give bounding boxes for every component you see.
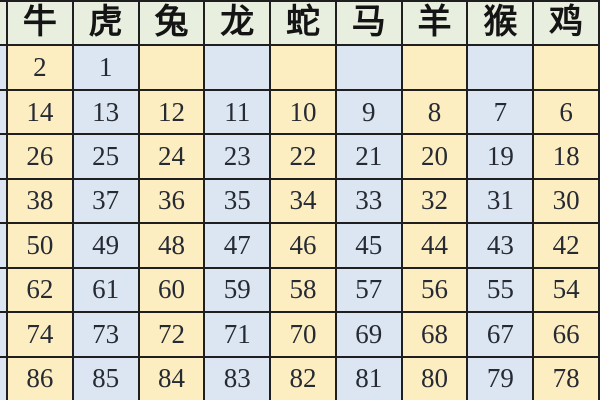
table-cell-goat-row8: 80 <box>402 357 467 400</box>
table-cell-snake-row1 <box>271 46 335 89</box>
column-header-dragon: 龙 <box>205 2 270 45</box>
cutoff-cell <box>0 135 6 178</box>
table-cell-ox-row4: 38 <box>8 179 72 223</box>
table-cell-goat-row4: 32 <box>402 179 467 223</box>
table-cell-ox-row7: 74 <box>8 313 72 356</box>
table-cell-goat-row2: 8 <box>402 90 467 134</box>
cutoff-cell <box>0 268 6 312</box>
table-cell-horse-row4: 33 <box>336 179 401 223</box>
table-cell-tiger-row1: 1 <box>73 46 138 89</box>
cutoff-cell <box>0 46 6 89</box>
table-cell-dragon-row6: 59 <box>205 268 270 312</box>
table-cell-rooster-row3: 18 <box>534 135 598 178</box>
table-cell-monkey-row5: 43 <box>468 224 533 267</box>
table-cell-goat-row7: 68 <box>402 313 467 356</box>
table-cell-snake-row8: 82 <box>271 357 335 400</box>
table-cell-snake-row5: 46 <box>271 224 335 267</box>
table-cell-horse-row6: 57 <box>336 268 401 312</box>
table-cell-snake-row4: 34 <box>271 179 335 223</box>
table-cell-snake-row7: 70 <box>271 313 335 356</box>
table-cell-monkey-row4: 31 <box>468 179 533 223</box>
table-cell-rooster-row1 <box>534 46 598 89</box>
table-cell-rooster-row5: 42 <box>534 224 598 267</box>
column-header-snake: 蛇 <box>271 2 335 45</box>
table-cell-monkey-row8: 79 <box>468 357 533 400</box>
table-cell-rabbit-row8: 84 <box>139 357 204 400</box>
table-cell-dragon-row1 <box>205 46 270 89</box>
table-cell-rooster-row8: 78 <box>534 357 598 400</box>
table-cell-tiger-row4: 37 <box>73 179 138 223</box>
column-header-monkey: 猴 <box>468 2 533 45</box>
table-cell-tiger-row6: 61 <box>73 268 138 312</box>
cutoff-cell <box>0 90 6 134</box>
table-cell-rabbit-row3: 24 <box>139 135 204 178</box>
table-cell-goat-row6: 56 <box>402 268 467 312</box>
column-header-tiger: 虎 <box>73 2 138 45</box>
column-header-horse: 马 <box>336 2 401 45</box>
table-cell-dragon-row8: 83 <box>205 357 270 400</box>
table-cell-rabbit-row4: 36 <box>139 179 204 223</box>
column-header-goat: 羊 <box>402 2 467 45</box>
table-cell-tiger-row5: 49 <box>73 224 138 267</box>
table-cell-rooster-row6: 54 <box>534 268 598 312</box>
table-cell-ox-row3: 26 <box>8 135 72 178</box>
column-header-rabbit: 兔 <box>139 2 204 45</box>
table-cell-rabbit-row2: 12 <box>139 90 204 134</box>
table-cell-rooster-row2: 6 <box>534 90 598 134</box>
table-cell-tiger-row2: 13 <box>73 90 138 134</box>
table-cell-dragon-row3: 23 <box>205 135 270 178</box>
table-cell-ox-row5: 50 <box>8 224 72 267</box>
table-cell-dragon-row2: 11 <box>205 90 270 134</box>
cutoff-cell <box>0 179 6 223</box>
cutoff-cell <box>0 313 6 356</box>
table-cell-tiger-row3: 25 <box>73 135 138 178</box>
table-cell-snake-row2: 10 <box>271 90 335 134</box>
table-cell-monkey-row1 <box>468 46 533 89</box>
table-cell-monkey-row3: 19 <box>468 135 533 178</box>
table-cell-goat-row5: 44 <box>402 224 467 267</box>
table-cell-monkey-row2: 7 <box>468 90 533 134</box>
table-cell-dragon-row4: 35 <box>205 179 270 223</box>
table-cell-snake-row6: 58 <box>271 268 335 312</box>
table-cell-dragon-row7: 71 <box>205 313 270 356</box>
table-cell-horse-row7: 69 <box>336 313 401 356</box>
cutoff-cell <box>0 224 6 267</box>
column-header-ox: 牛 <box>8 2 72 45</box>
table-cell-rooster-row7: 66 <box>534 313 598 356</box>
table-cell-horse-row3: 21 <box>336 135 401 178</box>
table-cell-rabbit-row1 <box>139 46 204 89</box>
table-cell-horse-row1 <box>336 46 401 89</box>
table-cell-ox-row1: 2 <box>8 46 72 89</box>
table-cell-monkey-row7: 67 <box>468 313 533 356</box>
table-cell-rooster-row4: 30 <box>534 179 598 223</box>
table-cell-horse-row8: 81 <box>336 357 401 400</box>
table-cell-ox-row6: 62 <box>8 268 72 312</box>
column-header-rooster: 鸡 <box>534 2 598 45</box>
table-cell-tiger-row8: 85 <box>73 357 138 400</box>
table-cell-rabbit-row6: 60 <box>139 268 204 312</box>
table-cell-horse-row2: 9 <box>336 90 401 134</box>
table-cell-snake-row3: 22 <box>271 135 335 178</box>
table-cell-tiger-row7: 73 <box>73 313 138 356</box>
table-cell-goat-row3: 20 <box>402 135 467 178</box>
cutoff-header-cell <box>0 2 6 45</box>
table-cell-ox-row8: 86 <box>8 357 72 400</box>
table-cell-horse-row5: 45 <box>336 224 401 267</box>
cutoff-cell <box>0 357 6 400</box>
table-cell-ox-row2: 14 <box>8 90 72 134</box>
table-cell-dragon-row5: 47 <box>205 224 270 267</box>
table-cell-goat-row1 <box>402 46 467 89</box>
table-cell-rabbit-row7: 72 <box>139 313 204 356</box>
table-cell-rabbit-row5: 48 <box>139 224 204 267</box>
table-cell-monkey-row6: 55 <box>468 268 533 312</box>
